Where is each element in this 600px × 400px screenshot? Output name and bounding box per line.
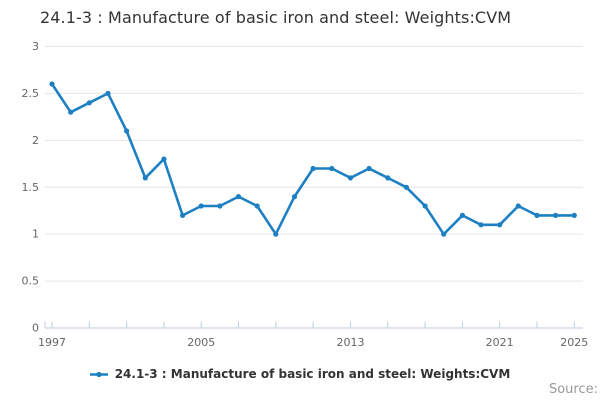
- data-point-marker[interactable]: [385, 175, 391, 181]
- y-tick-label: 2.5: [22, 87, 40, 100]
- legend-item-series[interactable]: 24.1-3 : Manufacture of basic iron and s…: [89, 367, 511, 381]
- data-point-marker[interactable]: [329, 165, 335, 172]
- data-point-marker[interactable]: [291, 194, 298, 200]
- data-point-marker[interactable]: [478, 222, 484, 228]
- y-tick-label: 0: [32, 322, 39, 335]
- data-point-marker[interactable]: [310, 165, 316, 172]
- x-tick-label: 2021: [486, 336, 514, 349]
- data-point-marker[interactable]: [422, 203, 428, 209]
- data-point-marker[interactable]: [254, 203, 260, 209]
- data-point-marker[interactable]: [161, 156, 167, 162]
- data-point-marker[interactable]: [142, 175, 148, 181]
- data-point-marker[interactable]: [198, 203, 204, 209]
- legend-line-marker-icon: [89, 371, 108, 377]
- chart-title: 24.1-3 : Manufacture of basic iron and s…: [40, 8, 512, 27]
- y-tick-label: 1: [32, 228, 39, 241]
- data-point-marker[interactable]: [366, 165, 372, 172]
- data-point-marker[interactable]: [459, 212, 465, 218]
- data-point-marker[interactable]: [553, 212, 559, 218]
- data-point-marker[interactable]: [86, 100, 92, 106]
- data-point-marker[interactable]: [180, 212, 186, 218]
- x-tick-label: 2013: [336, 336, 364, 349]
- data-point-marker[interactable]: [273, 231, 279, 237]
- data-point-marker[interactable]: [571, 212, 577, 218]
- data-point-marker[interactable]: [403, 184, 409, 190]
- data-point-marker[interactable]: [347, 175, 354, 181]
- series-line[interactable]: [50, 82, 576, 236]
- y-tick-label: 2: [32, 134, 39, 147]
- y-tick-label: 3: [32, 40, 39, 53]
- legend-label: 24.1-3 : Manufacture of basic iron and s…: [114, 367, 511, 381]
- data-point-marker[interactable]: [105, 90, 111, 96]
- data-point-marker[interactable]: [235, 194, 242, 200]
- data-point-marker[interactable]: [515, 203, 521, 209]
- y-tick-label: 1.5: [22, 181, 40, 194]
- y-tick-label: 0.5: [22, 275, 40, 288]
- x-tick-label: 2005: [187, 336, 215, 349]
- data-point-marker[interactable]: [49, 81, 55, 87]
- data-point-marker[interactable]: [441, 231, 447, 237]
- legend: 24.1-3 : Manufacture of basic iron and s…: [0, 367, 600, 381]
- data-point-marker[interactable]: [217, 203, 223, 209]
- data-point-marker[interactable]: [534, 212, 540, 218]
- x-tick-label: 1997: [38, 336, 66, 349]
- source-credit: Source:: [548, 382, 598, 397]
- data-point-marker[interactable]: [497, 222, 503, 228]
- x-tick-label: 2025: [560, 336, 588, 349]
- data-point-marker[interactable]: [68, 109, 74, 115]
- data-point-marker[interactable]: [124, 128, 130, 134]
